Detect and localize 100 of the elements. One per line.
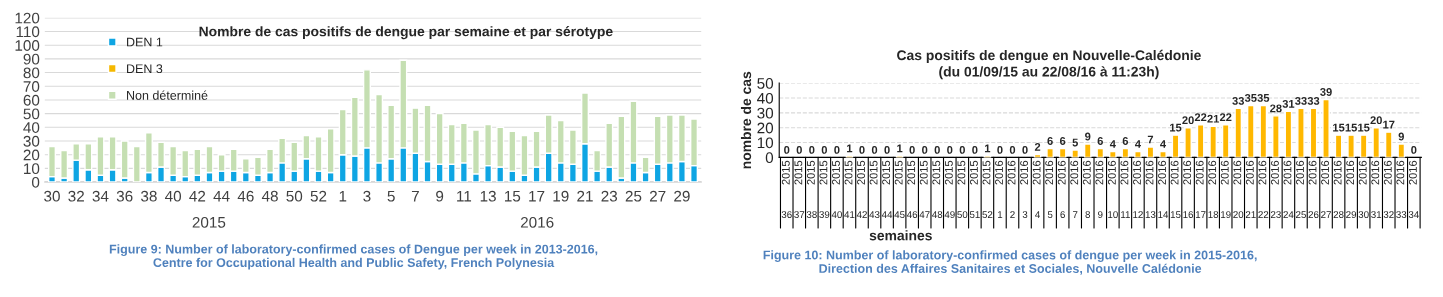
x-tick-label: 48 (261, 190, 278, 202)
bar (1297, 107, 1305, 158)
x-tick-label: 46 (237, 190, 254, 202)
y-tick-label: 30 (757, 107, 774, 119)
data-label: 0 (1411, 145, 1417, 154)
data-label: 0 (1022, 145, 1028, 154)
data-label: 20 (1370, 116, 1382, 125)
x-tick-label: 19 (553, 190, 569, 202)
x-tick-label: 7 (411, 190, 419, 202)
category-label: 2016 5 (1045, 160, 1054, 219)
category-label: 2016 4 (1032, 160, 1041, 218)
bar (1397, 143, 1406, 158)
y-tick-label: 100 (15, 40, 40, 51)
category-label: 2015 43 (869, 160, 880, 219)
bar (120, 140, 129, 179)
category-label: 2016 8 (1082, 160, 1091, 219)
x-tick-label: 50 (286, 190, 303, 202)
bar (1246, 104, 1255, 158)
data-label: 0 (1009, 145, 1016, 154)
x-tick-label: 9 (436, 190, 444, 202)
category-label: 2016 17 (1195, 160, 1206, 218)
x-tick-label: 15 (504, 190, 521, 202)
data-label: 1 (847, 144, 853, 153)
y-tick-label: 90 (23, 53, 40, 65)
y-tick-label: 50 (757, 78, 774, 89)
data-label: 4 (1160, 140, 1167, 148)
data-label: 39 (1320, 88, 1332, 96)
category-label: 2015 39 (819, 160, 830, 219)
category-label: 2015 36 (781, 160, 792, 219)
data-label: 0 (871, 145, 878, 154)
y-tick-label: 10 (757, 137, 774, 149)
data-label: 35 (1244, 93, 1257, 102)
x-tick-label: 1 (339, 190, 347, 202)
data-label: 4 (1134, 140, 1141, 148)
category-label: 2016 32 (1383, 160, 1394, 219)
data-label: 7 (1147, 135, 1154, 144)
text: 2016 (520, 216, 554, 228)
category-label: 2016 23 (1270, 160, 1281, 219)
category-label: 2016 29 (1346, 160, 1357, 219)
data-label: 6 (1047, 137, 1053, 145)
data-label: 31 (1282, 99, 1295, 108)
bar (1209, 125, 1217, 158)
x-tick-label: 30 (44, 190, 60, 202)
text: Nombre de cas positifs de dengue par semaine et par sérotype (199, 26, 613, 40)
category-label: 2016 26 (1308, 160, 1319, 219)
x-tick-label: 32 (68, 190, 84, 202)
data-label: 28 (1270, 104, 1282, 113)
legend-label: DEN 1 (127, 37, 163, 47)
category-label: 2015 47 (919, 160, 930, 218)
y-tick-label: 70 (23, 81, 40, 92)
bar (1159, 150, 1167, 158)
data-label: 0 (859, 145, 865, 154)
data-label: 33 (1232, 96, 1245, 105)
x-tick-label: 3 (363, 190, 371, 202)
bar (1259, 104, 1268, 158)
data-label: 0 (809, 145, 815, 154)
x-tick-label: 42 (189, 190, 206, 202)
bar (1134, 150, 1142, 158)
category-label: 2015 40 (831, 160, 842, 219)
data-label: 35 (1257, 93, 1270, 102)
data-label: 0 (821, 145, 827, 154)
bar (1322, 98, 1330, 158)
bar (1184, 127, 1192, 158)
y-tick-label: 20 (23, 149, 40, 161)
bar (1359, 134, 1368, 158)
x-tick-label: 36 (116, 190, 133, 202)
bar (1221, 124, 1230, 158)
category-label: 2016 3 (1020, 160, 1029, 219)
category-label: 2015 42 (856, 160, 867, 218)
category-label: 2015 41 (844, 160, 855, 218)
y-tick-label: 0 (765, 152, 774, 164)
data-label: 0 (947, 145, 953, 154)
data-label: 0 (834, 145, 840, 154)
category-label: 2015 51 (969, 160, 980, 219)
category-label: 2016 7 (1070, 160, 1079, 218)
category-label: 2016 16 (1183, 160, 1194, 219)
data-label: 6 (1059, 137, 1066, 145)
data-label: 0 (796, 145, 802, 154)
bar (1196, 124, 1205, 158)
x-tick-label: 13 (480, 190, 496, 202)
bar (1347, 134, 1355, 158)
y-tick-label: 40 (757, 92, 774, 104)
data-label: 0 (959, 145, 965, 154)
y-tick-label: 60 (23, 94, 40, 106)
data-label: 1 (985, 144, 991, 153)
legend-label: Non déterminé (127, 90, 208, 100)
bar (1083, 143, 1092, 158)
chart-title: Cas positifs de dengue en Nouvelle-Calédonie (897, 49, 1201, 63)
x-tick-label: 5 (387, 190, 395, 202)
x-tick-label: 21 (577, 190, 593, 202)
caption: Figure 10: Number of laboratory-confirmed cases of dengue per week in 2015-2016, Direction des Affaires Sanitaires et Sociales, Nouvelle Calédonie (763, 250, 1257, 275)
category-label: 2016 6 (1057, 160, 1066, 219)
category-label: 2016 24 (1283, 160, 1294, 218)
y-axis-title: nombre de cas (740, 71, 752, 169)
y-tick-label: 80 (23, 67, 40, 79)
bar (617, 115, 626, 179)
x-axis-title: semaines (869, 230, 932, 241)
y-tick-label: 10 (24, 163, 40, 175)
y-tick-label: 120 (15, 12, 40, 24)
bar (1046, 147, 1054, 158)
